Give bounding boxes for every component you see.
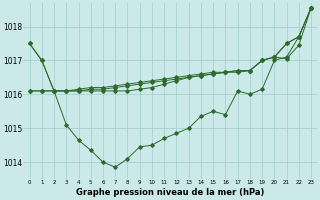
X-axis label: Graphe pression niveau de la mer (hPa): Graphe pression niveau de la mer (hPa): [76, 188, 265, 197]
